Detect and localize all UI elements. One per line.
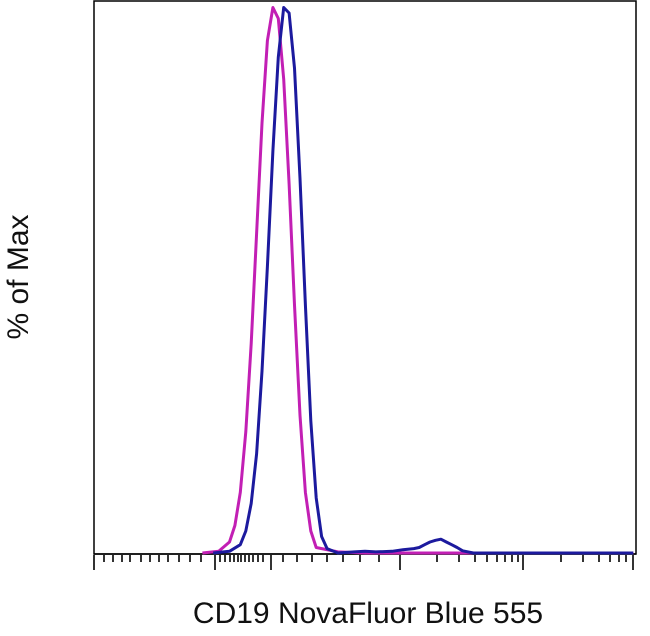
series-layer bbox=[202, 6, 634, 555]
plot-frame bbox=[93, 0, 637, 555]
x-axis-label: CD19 NovaFluor Blue 555 bbox=[193, 597, 543, 630]
y-axis-label: % of Max bbox=[2, 214, 35, 339]
histogram-series-2-line bbox=[213, 6, 634, 555]
x-axis-ticks bbox=[93, 555, 634, 570]
